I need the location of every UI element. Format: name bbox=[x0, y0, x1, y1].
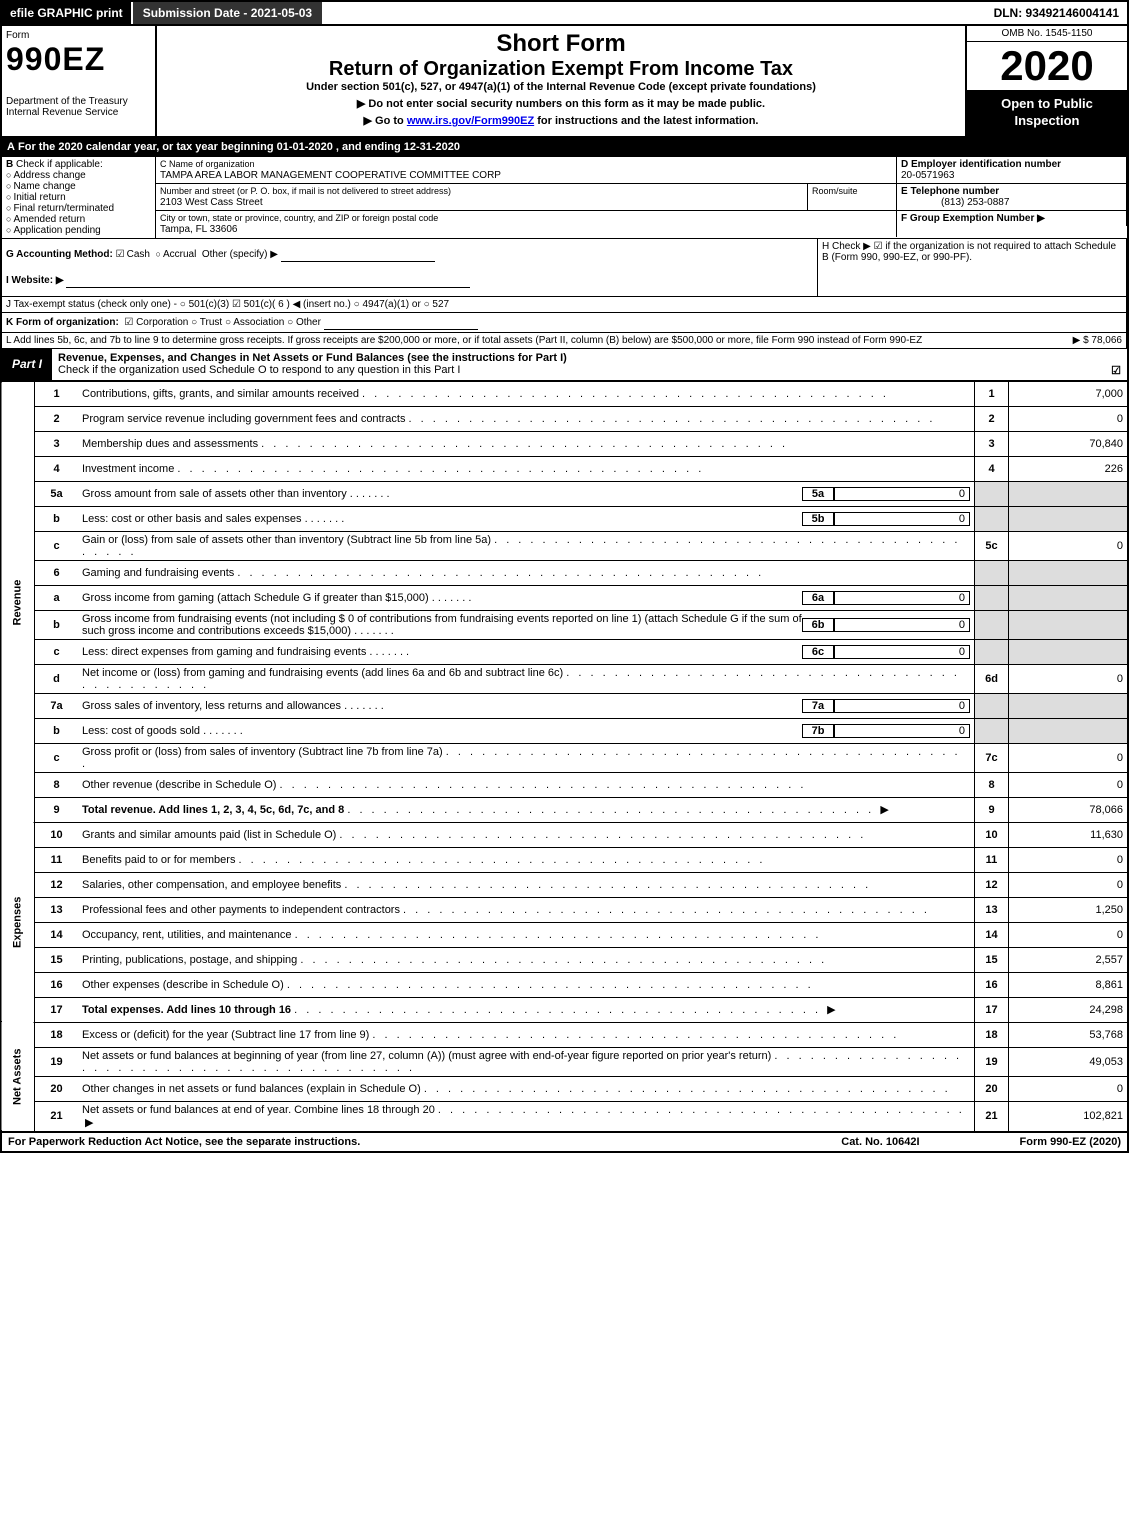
line-14: 14Occupancy, rent, utilities, and mainte… bbox=[1, 922, 1128, 947]
dept-label: Department of the Treasury bbox=[6, 96, 151, 107]
e-phone-label: E Telephone number bbox=[901, 186, 999, 197]
chk-pending[interactable]: Application pending bbox=[6, 225, 101, 236]
other-input[interactable] bbox=[281, 247, 435, 262]
addr-label: Number and street (or P. O. box, if mail… bbox=[160, 186, 451, 196]
d-ein-label: D Employer identification number bbox=[901, 159, 1061, 170]
part1-label: Part I bbox=[2, 354, 52, 374]
subtitle: Under section 501(c), 527, or 4947(a)(1)… bbox=[161, 81, 961, 93]
part1-table: Revenue1Contributions, gifts, grants, an… bbox=[0, 382, 1129, 1132]
chk-final[interactable]: Final return/terminated bbox=[6, 203, 114, 214]
line-13: 13Professional fees and other payments t… bbox=[1, 897, 1128, 922]
part1-check: Check if the organization used Schedule … bbox=[58, 364, 460, 376]
form-ref: Form 990-EZ (2020) bbox=[1020, 1136, 1121, 1148]
k-row: K Form of organization: ☑ Corporation ○ … bbox=[0, 313, 1129, 333]
chk-name[interactable]: Name change bbox=[6, 181, 76, 192]
l-amount: ▶ $ 78,066 bbox=[1073, 335, 1122, 346]
dln: DLN: 93492146004141 bbox=[986, 2, 1127, 24]
irs-link[interactable]: www.irs.gov/Form990EZ bbox=[407, 115, 534, 127]
line-7a: 7aGross sales of inventory, less returns… bbox=[1, 693, 1128, 718]
gh-row: G Accounting Method: Cash Accrual Other … bbox=[0, 239, 1129, 297]
line-15: 15Printing, publications, postage, and s… bbox=[1, 947, 1128, 972]
submission-date: Submission Date - 2021-05-03 bbox=[133, 2, 322, 24]
notice-link: ▶ Go to www.irs.gov/Form990EZ for instru… bbox=[161, 114, 961, 127]
chk-address[interactable]: Address change bbox=[6, 170, 86, 181]
f-group-label: F Group Exemption Number ▶ bbox=[901, 213, 1045, 224]
form-label: Form bbox=[6, 30, 151, 41]
chk-cash[interactable]: Cash bbox=[116, 249, 150, 260]
org-address: 2103 West Cass Street bbox=[160, 197, 263, 208]
irs-label: Internal Revenue Service bbox=[6, 107, 151, 118]
part1-title: Revenue, Expenses, and Changes in Net As… bbox=[58, 352, 567, 364]
line-9: 9Total revenue. Add lines 1, 2, 3, 4, 5c… bbox=[1, 797, 1128, 822]
part1-header: Part I Revenue, Expenses, and Changes in… bbox=[0, 349, 1129, 382]
line-5a: 5aGross amount from sale of assets other… bbox=[1, 481, 1128, 506]
tax-year: 2020 bbox=[967, 42, 1127, 90]
website-input[interactable] bbox=[66, 273, 470, 288]
chk-initial[interactable]: Initial return bbox=[6, 192, 66, 203]
c-name-label: C Name of organization bbox=[160, 159, 255, 169]
line-17: 17Total expenses. Add lines 10 through 1… bbox=[1, 997, 1128, 1022]
line-4: 4Investment income 4226 bbox=[1, 456, 1128, 481]
line-6: 6Gaming and fundraising events bbox=[1, 560, 1128, 585]
form-number: 990EZ bbox=[6, 41, 151, 78]
line-b: bLess: cost of goods sold . . . . . . .7… bbox=[1, 718, 1128, 743]
line-b: bLess: cost or other basis and sales exp… bbox=[1, 506, 1128, 531]
line-19: 19Net assets or fund balances at beginni… bbox=[1, 1047, 1128, 1076]
l-text: L Add lines 5b, 6c, and 7b to line 9 to … bbox=[6, 335, 922, 346]
j-row: J Tax-exempt status (check only one) - ○… bbox=[0, 297, 1129, 313]
line-10: Expenses10Grants and similar amounts pai… bbox=[1, 822, 1128, 847]
entity-block: B Check if applicable: Address change Na… bbox=[0, 157, 1129, 239]
paperwork-notice: For Paperwork Reduction Act Notice, see … bbox=[8, 1136, 360, 1148]
chk-amended[interactable]: Amended return bbox=[6, 214, 85, 225]
form-header: Form 990EZ Department of the Treasury In… bbox=[0, 26, 1129, 138]
page-footer: For Paperwork Reduction Act Notice, see … bbox=[0, 1132, 1129, 1153]
return-title: Return of Organization Exempt From Incom… bbox=[161, 58, 961, 81]
line-c: cGross profit or (loss) from sales of in… bbox=[1, 743, 1128, 772]
check-if-applicable: Check if applicable: bbox=[16, 159, 103, 170]
line-b: bGross income from fundraising events (n… bbox=[1, 610, 1128, 639]
top-bar: efile GRAPHIC print Submission Date - 20… bbox=[0, 0, 1129, 26]
line-11: 11Benefits paid to or for members 110 bbox=[1, 847, 1128, 872]
line-16: 16Other expenses (describe in Schedule O… bbox=[1, 972, 1128, 997]
j-tax-exempt: J Tax-exempt status (check only one) - ○… bbox=[2, 297, 1127, 312]
line-1: Revenue1Contributions, gifts, grants, an… bbox=[1, 382, 1128, 407]
line-2: 2Program service revenue including gover… bbox=[1, 406, 1128, 431]
cat-no: Cat. No. 10642I bbox=[841, 1136, 919, 1148]
room-label: Room/suite bbox=[812, 186, 858, 196]
line-a: A For the 2020 calendar year, or tax yea… bbox=[0, 138, 1129, 157]
chk-accrual[interactable]: Accrual bbox=[156, 249, 197, 260]
i-website-label: I Website: ▶ bbox=[6, 275, 64, 286]
line-20: 20Other changes in net assets or fund ba… bbox=[1, 1076, 1128, 1101]
omb-number: OMB No. 1545-1150 bbox=[967, 26, 1127, 42]
other-specify: Other (specify) ▶ bbox=[202, 249, 278, 260]
efile-button[interactable]: efile GRAPHIC print bbox=[2, 2, 133, 24]
short-form-title: Short Form bbox=[161, 30, 961, 58]
notice-ssn: ▶ Do not enter social security numbers o… bbox=[161, 97, 961, 110]
open-to-public: Open to Public Inspection bbox=[967, 90, 1127, 136]
k-options: ☑ Corporation ○ Trust ○ Association ○ Ot… bbox=[124, 317, 321, 328]
line-21: 21Net assets or fund balances at end of … bbox=[1, 1101, 1128, 1131]
org-city: Tampa, FL 33606 bbox=[160, 224, 237, 235]
l-row: L Add lines 5b, 6c, and 7b to line 9 to … bbox=[0, 333, 1129, 349]
city-label: City or town, state or province, country… bbox=[160, 213, 438, 223]
h-schedule-b: H Check ▶ ☑ if the organization is not r… bbox=[818, 239, 1127, 296]
g-label: G Accounting Method: bbox=[6, 249, 113, 260]
line-c: cGain or (loss) from sale of assets othe… bbox=[1, 531, 1128, 560]
line-d: dNet income or (loss) from gaming and fu… bbox=[1, 664, 1128, 693]
line-c: cLess: direct expenses from gaming and f… bbox=[1, 639, 1128, 664]
line-a: aGross income from gaming (attach Schedu… bbox=[1, 585, 1128, 610]
org-name: TAMPA AREA LABOR MANAGEMENT COOPERATIVE … bbox=[160, 170, 501, 181]
line-12: 12Salaries, other compensation, and empl… bbox=[1, 872, 1128, 897]
line-8: 8Other revenue (describe in Schedule O) … bbox=[1, 772, 1128, 797]
line-3: 3Membership dues and assessments 370,840 bbox=[1, 431, 1128, 456]
k-other-input[interactable] bbox=[324, 315, 478, 330]
ein-value: 20-0571963 bbox=[901, 170, 954, 181]
phone-value: (813) 253-0887 bbox=[901, 197, 1009, 208]
line-18: Net Assets18Excess or (deficit) for the … bbox=[1, 1022, 1128, 1047]
